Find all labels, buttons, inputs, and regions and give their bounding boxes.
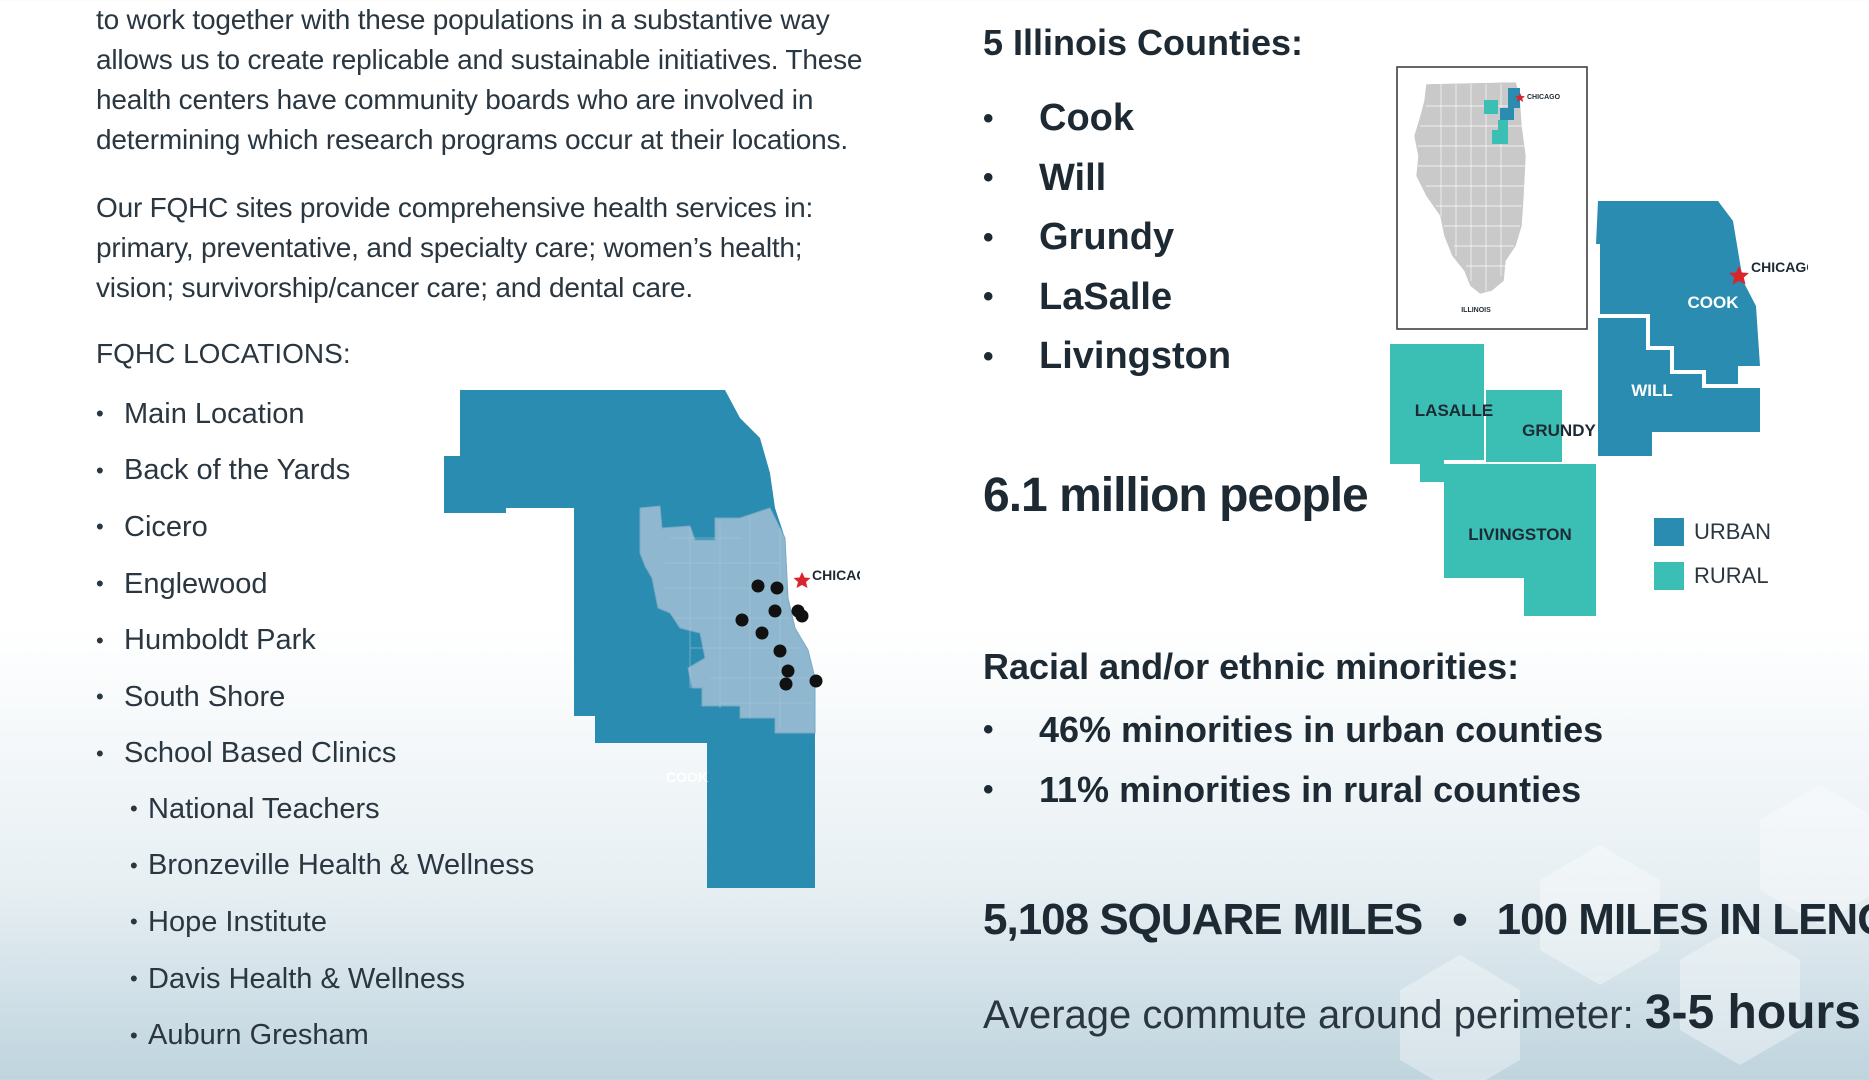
- intro-line: health centers have community boards who…: [96, 84, 814, 115]
- minorities-heading: Racial and/or ethnic minorities:: [983, 646, 1520, 687]
- cook-county-shape: [444, 390, 815, 888]
- inset-urban-will: [1500, 108, 1514, 120]
- county-shape-will: [1598, 318, 1760, 456]
- school-clinic-item: • Hope Institute: [130, 905, 327, 938]
- county-item: • LaSalle: [983, 275, 1173, 318]
- intro-line: determining which research programs occu…: [96, 124, 848, 155]
- services-paragraph: Our FQHC sites provide comprehensive hea…: [96, 188, 876, 308]
- minorities-list: • 46% minorities in urban counties • 11% m…: [983, 700, 1603, 820]
- inset-chicago-label: CHICAGO: [1527, 94, 1561, 101]
- legend-swatch-rural: [1654, 562, 1684, 590]
- county-item: • Grundy: [983, 216, 1175, 259]
- fqhc-site-marker: [773, 644, 787, 658]
- region-grundy-label: GRUNDY: [1522, 421, 1596, 440]
- inset-illinois-label: ILLINOIS: [1461, 307, 1491, 314]
- fqhc-site-marker: [751, 579, 765, 593]
- chicago-star-icon: [793, 572, 811, 588]
- services-line: Our FQHC sites provide comprehensive hea…: [96, 192, 814, 223]
- intro-line: to work together with these populations …: [96, 4, 830, 35]
- legend-item-rural: RURAL: [1654, 554, 1771, 598]
- county-shape-cook: [1596, 201, 1760, 384]
- county-shape-lasalle: [1390, 344, 1484, 482]
- fqhc-site-marker: [809, 674, 823, 688]
- counties-heading: 5 Illinois Counties:: [983, 22, 1304, 63]
- county-item: • Livingston: [983, 335, 1232, 378]
- map-legend: URBAN RURAL: [1654, 510, 1771, 598]
- school-clinic-item: • Auburn Gresham: [130, 1019, 369, 1052]
- location-item: • Humboldt Park: [96, 624, 316, 657]
- minority-item: • 11% minorities in rural counties: [983, 769, 1582, 810]
- illinois-inset-map: CHICAGO ILLINOIS: [1396, 66, 1588, 330]
- cook-county-map: CHICAGO COOK: [444, 390, 860, 888]
- commute-stat: Average commute around perimeter: 3-5 ho…: [983, 985, 1861, 1040]
- location-item: • Main Location: [96, 397, 305, 430]
- location-item: • Cicero: [96, 510, 208, 543]
- county-shape-livingston: [1444, 464, 1596, 616]
- legend-item-urban: URBAN: [1654, 510, 1771, 554]
- location-item: • Back of the Yards: [96, 454, 351, 487]
- stats-separator: •: [1452, 895, 1467, 944]
- region-chicago-star-icon: [1729, 266, 1749, 285]
- fqhc-site-marker: [755, 626, 769, 640]
- intro-line: allows us to create replicable and susta…: [96, 44, 863, 75]
- region-cook-label: COOK: [1688, 293, 1740, 312]
- legend-swatch-urban: [1654, 518, 1684, 546]
- fqhc-site-marker: [770, 581, 784, 595]
- area-stat: 5,108 SQUARE MILES: [983, 895, 1423, 944]
- county-item: • Cook: [983, 97, 1134, 140]
- locations-heading: FQHC LOCATIONS:: [96, 338, 351, 369]
- school-clinic-item: • National Teachers: [130, 792, 380, 825]
- school-clinic-item: • Bronzeville Health & Wellness: [130, 849, 535, 882]
- cook-county-label: COOK: [666, 769, 708, 785]
- inset-rural-grundy: [1498, 120, 1508, 130]
- region-will-label: WILL: [1631, 381, 1673, 400]
- fqhc-site-marker: [781, 664, 795, 678]
- region-lasalle-label: LASALLE: [1415, 401, 1493, 420]
- location-item: • Englewood: [96, 567, 268, 600]
- school-clinic-item: • Davis Health & Wellness: [130, 962, 465, 995]
- county-shape-grundy: [1486, 390, 1562, 462]
- commute-value: 3-5 hours: [1644, 986, 1861, 1039]
- inset-rural-livingston: [1492, 130, 1508, 144]
- locations-list: • Main Location • Back of the Yards • Cicer…: [96, 386, 396, 782]
- school-clinics-list: • National Teachers • Bronzeville Health &…: [130, 781, 534, 1064]
- inset-rural-lasalle: [1484, 100, 1498, 114]
- location-item: • School Based Clinics: [96, 737, 397, 770]
- services-line: vision; survivorship/cancer care; and de…: [96, 272, 693, 303]
- location-item: • South Shore: [96, 680, 286, 713]
- county-item: • Will: [983, 156, 1107, 199]
- region-chicago-label: CHICAGO: [1751, 259, 1808, 275]
- fqhc-site-marker: [735, 613, 749, 627]
- fqhc-site-marker: [779, 677, 793, 691]
- chicago-label: CHICAGO: [812, 567, 860, 583]
- commute-label: Average commute around perimeter:: [983, 993, 1645, 1037]
- inset-chicago-star-icon: [1515, 93, 1525, 102]
- region-livingston-label: LIVINGSTON: [1468, 525, 1572, 544]
- region-counties-map: CHICAGO COOK WILL LASALLE GRUNDY LIVINGS…: [1390, 201, 1808, 616]
- length-stat: 100 MILES IN LENGTH: [1496, 895, 1869, 944]
- intro-paragraph: to work together with these populations …: [96, 0, 876, 160]
- services-line: primary, preventative, and specialty car…: [96, 232, 803, 263]
- minority-item: • 46% minorities in urban counties: [983, 709, 1604, 750]
- population-stat: 6.1 million people: [983, 469, 1369, 522]
- fqhc-site-marker: [795, 609, 809, 623]
- counties-list: • Cook • Will • Grundy • LaSalle • Livingston: [983, 89, 1231, 387]
- fqhc-site-markers: [735, 579, 823, 691]
- area-length-stats: 5,108 SQUARE MILES • 100 MILES IN LENGTH: [983, 895, 1869, 945]
- fqhc-site-marker: [768, 604, 782, 618]
- inset-urban-cook: [1508, 88, 1520, 108]
